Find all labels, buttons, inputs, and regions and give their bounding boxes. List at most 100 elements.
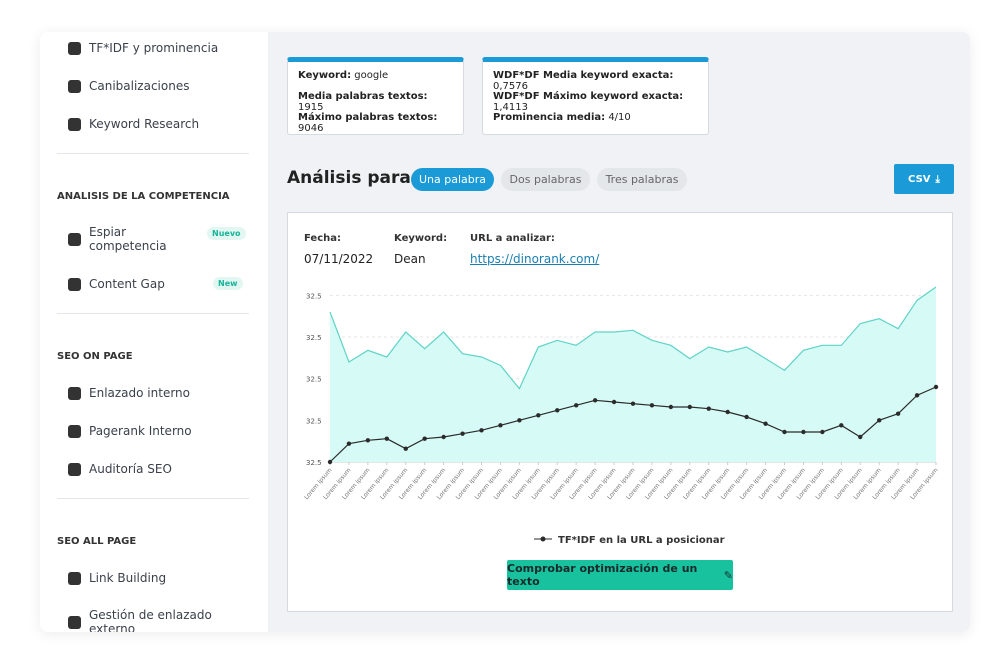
point: [441, 434, 446, 440]
nav-label: Canibalizaciones: [89, 79, 190, 93]
info-label: Media palabras textos:: [298, 91, 428, 102]
point: [517, 418, 522, 423]
section-title: ANALISIS DE LA COMPETENCIA: [57, 191, 230, 202]
point: [403, 446, 408, 451]
info-row: Máximo palabras textos: 9046: [298, 112, 453, 134]
info-value: google: [354, 70, 389, 81]
point: [536, 413, 541, 418]
point: [839, 423, 844, 428]
legend-dot: [540, 536, 546, 542]
nav-item[interactable]: Espiar competencia: [68, 225, 199, 253]
meta-label: URL a analizar:: [470, 233, 555, 244]
point: [592, 398, 598, 403]
point: [346, 441, 352, 446]
point: [422, 436, 427, 441]
area-fill: [330, 287, 936, 462]
meta-label: Fecha:: [304, 233, 342, 244]
point: [649, 403, 655, 408]
tab[interactable]: Tres palabras: [597, 168, 687, 191]
point: [763, 421, 768, 426]
info-value: 1,4113: [493, 102, 528, 113]
point: [895, 411, 901, 416]
nav-icon: [68, 615, 81, 629]
nav-icon: [68, 277, 81, 291]
check-label: Comprobar optimización de un texto: [507, 562, 698, 588]
sidebar: TF*IDF y prominencia Canibalizaciones Keyw…: [40, 32, 268, 632]
nav-item[interactable]: Content Gap: [68, 277, 165, 291]
divider: [57, 498, 249, 499]
point: [498, 423, 503, 428]
pencil-icon: ✎: [723, 568, 733, 582]
nav-label: Enlazado interno: [89, 386, 190, 400]
meta-value: Dean: [394, 252, 426, 266]
y-tick-label: 32.5: [306, 417, 322, 425]
section-title: SEO ON PAGE: [57, 351, 133, 362]
point: [744, 414, 749, 420]
point: [706, 406, 711, 411]
meta-label: Keyword:: [394, 233, 448, 244]
point: [384, 436, 390, 441]
meta-value: 07/11/2022: [304, 252, 374, 266]
divider: [57, 313, 249, 314]
point: [460, 431, 465, 436]
nav-item[interactable]: Keyword Research: [68, 117, 199, 131]
nav-item[interactable]: TF*IDF y prominencia: [68, 41, 218, 55]
nav-icon: [68, 41, 81, 55]
nav-item[interactable]: Canibalizaciones: [68, 79, 189, 93]
info-value: 1915: [298, 102, 324, 113]
nav-icon: [68, 386, 81, 400]
nav-icon: [68, 232, 81, 246]
nav-item[interactable]: Link Building: [68, 571, 166, 585]
nav-icon: [68, 424, 81, 438]
nav-item[interactable]: Pagerank Interno: [68, 424, 192, 438]
info-value: 0,7576: [493, 81, 528, 92]
csv-label: CSV: [908, 173, 931, 185]
info-label: Keyword:: [298, 70, 352, 81]
info-row: Media palabras textos: 1915: [298, 91, 453, 113]
point: [555, 408, 560, 413]
y-tick-label: 32.5: [306, 334, 322, 342]
point: [914, 393, 920, 398]
point: [668, 404, 674, 410]
download-icon: ⤓: [935, 173, 940, 185]
point: [820, 429, 825, 435]
point: [327, 459, 333, 465]
nav-label: Espiar competencia: [89, 225, 167, 253]
nav-label: Gestión de enlazado externo: [89, 608, 212, 632]
meta-value[interactable]: https://dinorank.com/: [470, 252, 600, 266]
nav-icon: [68, 79, 81, 93]
area-line: [329, 286, 937, 390]
y-tick-label: 32.5: [306, 459, 322, 467]
info-label: WDF*DF Media keyword exacta:: [493, 70, 674, 81]
point: [365, 438, 371, 443]
nav-icon: [68, 462, 81, 476]
info-value: 4/10: [608, 112, 631, 123]
point: [801, 429, 806, 435]
tab[interactable]: Dos palabras: [501, 168, 590, 191]
badge: Nuevo: [207, 227, 246, 240]
nav-item[interactable]: Gestión de enlazado externo: [68, 608, 219, 632]
point: [933, 384, 939, 390]
check-button[interactable]: Comprobar optimización de un texto ✎: [507, 560, 733, 590]
info-label: WDF*DF Máximo keyword exacta:: [493, 91, 684, 102]
nav-item[interactable]: Enlazado interno: [68, 386, 190, 400]
nav-label: Link Building: [89, 571, 167, 585]
csv-button[interactable]: CSV ⤓: [894, 164, 954, 194]
nav-label: Keyword Research: [89, 117, 200, 131]
point: [725, 409, 730, 415]
nav-item[interactable]: Auditoría SEO: [68, 462, 172, 476]
tab[interactable]: Una palabra: [411, 168, 494, 191]
info-row: Keyword: google: [298, 70, 453, 91]
info-row: WDF*DF Media keyword exacta: 0,7576: [493, 70, 698, 92]
point: [611, 399, 617, 405]
analysis-title: Análisis para:: [287, 168, 418, 188]
point: [782, 429, 787, 435]
point: [573, 403, 579, 408]
info-card: Keyword: google Media palabras textos: 19…: [287, 57, 464, 135]
point: [479, 428, 484, 433]
point: [687, 404, 693, 410]
info-row: WDF*DF Máximo keyword exacta: 1,4113: [493, 91, 698, 113]
point: [858, 434, 863, 440]
nav-label: Auditoría SEO: [89, 462, 172, 476]
